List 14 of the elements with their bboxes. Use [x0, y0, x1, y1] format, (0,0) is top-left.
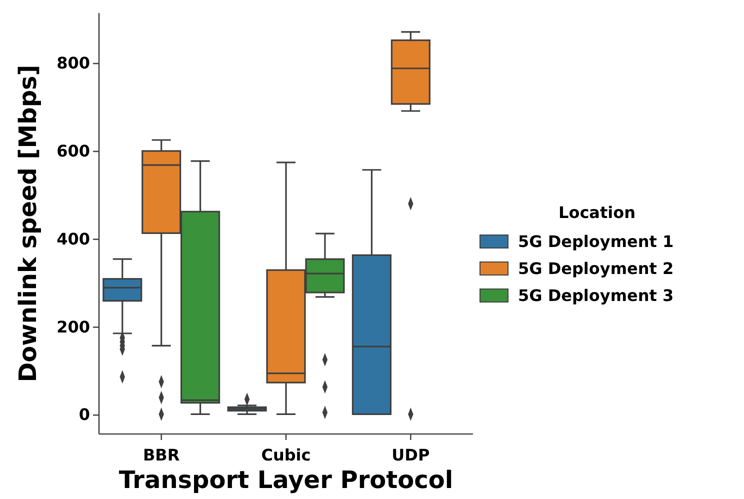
- legend-label: 5G Deployment 2: [518, 259, 674, 278]
- y-tick-label: 200: [56, 317, 90, 336]
- y-tick-label: 800: [56, 54, 90, 73]
- y-tick-label: 600: [56, 142, 90, 161]
- x-axis-title: Transport Layer Protocol: [118, 466, 454, 494]
- legend-title: Location: [558, 203, 636, 222]
- x-tick-label: Cubic: [261, 446, 311, 465]
- x-tick-label: BBR: [142, 446, 180, 465]
- y-axis-title: Downlink speed [Mbps]: [14, 64, 42, 382]
- x-tick-label: UDP: [392, 446, 430, 465]
- legend-label: 5G Deployment 3: [518, 286, 674, 305]
- y-tick-label: 400: [56, 229, 90, 248]
- legend-label: 5G Deployment 1: [518, 232, 674, 251]
- y-tick-label: 0: [78, 405, 90, 424]
